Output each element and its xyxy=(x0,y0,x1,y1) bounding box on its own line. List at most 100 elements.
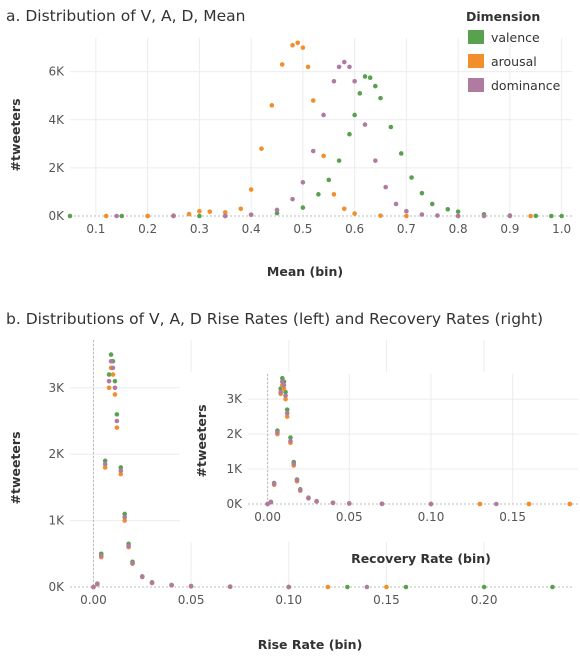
point-valence xyxy=(114,412,120,417)
point-valence xyxy=(67,213,73,219)
point-dominance xyxy=(271,481,277,487)
point-dominance xyxy=(286,584,292,590)
point-dominance xyxy=(114,213,119,219)
point-valence xyxy=(352,112,357,118)
point-dominance xyxy=(352,78,357,84)
point-dominance xyxy=(321,112,326,118)
point-arousal xyxy=(238,206,244,212)
panel-b-ylabel: #tweeters xyxy=(8,431,23,504)
panel-c-ytick-label: 3K xyxy=(226,392,243,406)
point-dominance xyxy=(346,501,352,506)
point-dominance xyxy=(306,495,311,501)
point-dominance xyxy=(419,212,425,217)
panel-a-xtick-label: 0.7 xyxy=(397,222,416,236)
point-dominance xyxy=(278,389,283,395)
point-arousal xyxy=(341,206,347,212)
inset-plot: 0.00 0.05 0.10 0.15 0K 1K 2K 3K xyxy=(226,374,578,524)
panel-a-ytick-label: 2K xyxy=(48,161,65,175)
point-dominance xyxy=(122,514,127,520)
panel-a-xtick-label: 1.0 xyxy=(552,222,571,236)
point-arousal xyxy=(207,209,213,214)
point-dominance xyxy=(227,584,233,590)
panel-b-ytick-label: 1K xyxy=(48,514,65,528)
point-dominance xyxy=(291,461,297,467)
point-dominance xyxy=(126,543,131,549)
point-arousal xyxy=(114,425,120,430)
panel-b-ytick-label: 3K xyxy=(48,381,65,395)
point-dominance xyxy=(507,213,513,219)
point-valence xyxy=(336,158,342,163)
point-arousal xyxy=(222,210,228,215)
point-dominance xyxy=(91,584,96,590)
point-dominance xyxy=(169,582,174,588)
point-dominance xyxy=(281,382,287,388)
inset-background xyxy=(180,372,578,542)
point-dominance xyxy=(268,499,274,505)
point-dominance xyxy=(341,59,347,65)
point-dominance xyxy=(310,148,316,154)
point-valence xyxy=(429,201,435,207)
point-arousal xyxy=(310,98,316,103)
panel-b-ytick-label: 0K xyxy=(48,580,65,594)
point-dominance xyxy=(222,213,228,219)
legend: Dimension valence arousal dominance xyxy=(466,9,561,93)
panel-c-ytick-label: 0K xyxy=(226,497,243,511)
point-arousal xyxy=(331,192,337,197)
point-dominance xyxy=(383,184,388,190)
point-dominance xyxy=(290,196,295,202)
point-dominance xyxy=(112,385,118,391)
point-dominance xyxy=(280,379,285,384)
point-valence xyxy=(283,389,288,395)
point-arousal xyxy=(122,518,127,523)
point-dominance xyxy=(283,393,288,398)
point-valence xyxy=(347,131,352,137)
point-valence xyxy=(550,584,555,590)
point-dominance xyxy=(481,213,487,219)
point-dominance xyxy=(108,358,114,364)
point-valence xyxy=(119,213,125,219)
point-arousal xyxy=(477,501,483,507)
panel-a-ytick-label: 6K xyxy=(48,65,65,79)
point-valence xyxy=(326,177,332,183)
panel-a-plot: 0.1 0.2 0.3 0.4 0.5 0.6 0.7 0.8 0.9 1.0 0K 2K 4K 6K xyxy=(48,38,572,236)
panel-a-xtick-label: 0.4 xyxy=(242,222,261,236)
panel-b-xtick-label: 0.10 xyxy=(275,593,302,607)
point-valence xyxy=(367,75,373,80)
panel-a-ylabel: #tweeters xyxy=(8,98,23,171)
point-arousal xyxy=(110,372,116,377)
point-dominance xyxy=(188,583,194,589)
point-dominance xyxy=(288,438,293,444)
point-valence xyxy=(378,95,383,101)
point-valence xyxy=(345,584,350,590)
point-dominance xyxy=(362,122,368,127)
point-dominance xyxy=(373,158,378,163)
point-valence xyxy=(102,458,108,464)
panel-c-ytick-label: 1K xyxy=(226,462,243,476)
panel-a-xlabel: Mean (bin) xyxy=(267,264,343,279)
point-arousal xyxy=(528,213,533,219)
point-dominance xyxy=(330,500,336,506)
point-valence xyxy=(197,213,202,219)
panel-c-xtick-label: 0.00 xyxy=(254,510,281,524)
point-dominance xyxy=(428,501,434,507)
legend-swatch-dominance xyxy=(468,78,484,92)
legend-swatch-arousal xyxy=(468,54,484,68)
panel-c-xtick-label: 0.05 xyxy=(336,510,363,524)
point-valence xyxy=(455,209,461,214)
point-dominance xyxy=(494,501,499,507)
point-dominance xyxy=(118,468,124,474)
point-arousal xyxy=(283,396,288,402)
legend-label-dominance: dominance xyxy=(491,78,561,93)
point-arousal xyxy=(102,465,108,470)
point-valence xyxy=(280,375,285,381)
point-dominance xyxy=(149,580,155,585)
panel-a-xtick-label: 0.1 xyxy=(86,222,105,236)
legend-label-valence: valence xyxy=(491,30,540,45)
panel-b-xtick-label: 0.15 xyxy=(373,593,400,607)
point-valence xyxy=(548,213,554,219)
point-arousal xyxy=(567,501,573,507)
point-dominance xyxy=(393,201,399,207)
point-valence xyxy=(108,352,114,357)
panel-a-xtick-label: 0.8 xyxy=(449,222,468,236)
point-arousal xyxy=(290,42,295,48)
